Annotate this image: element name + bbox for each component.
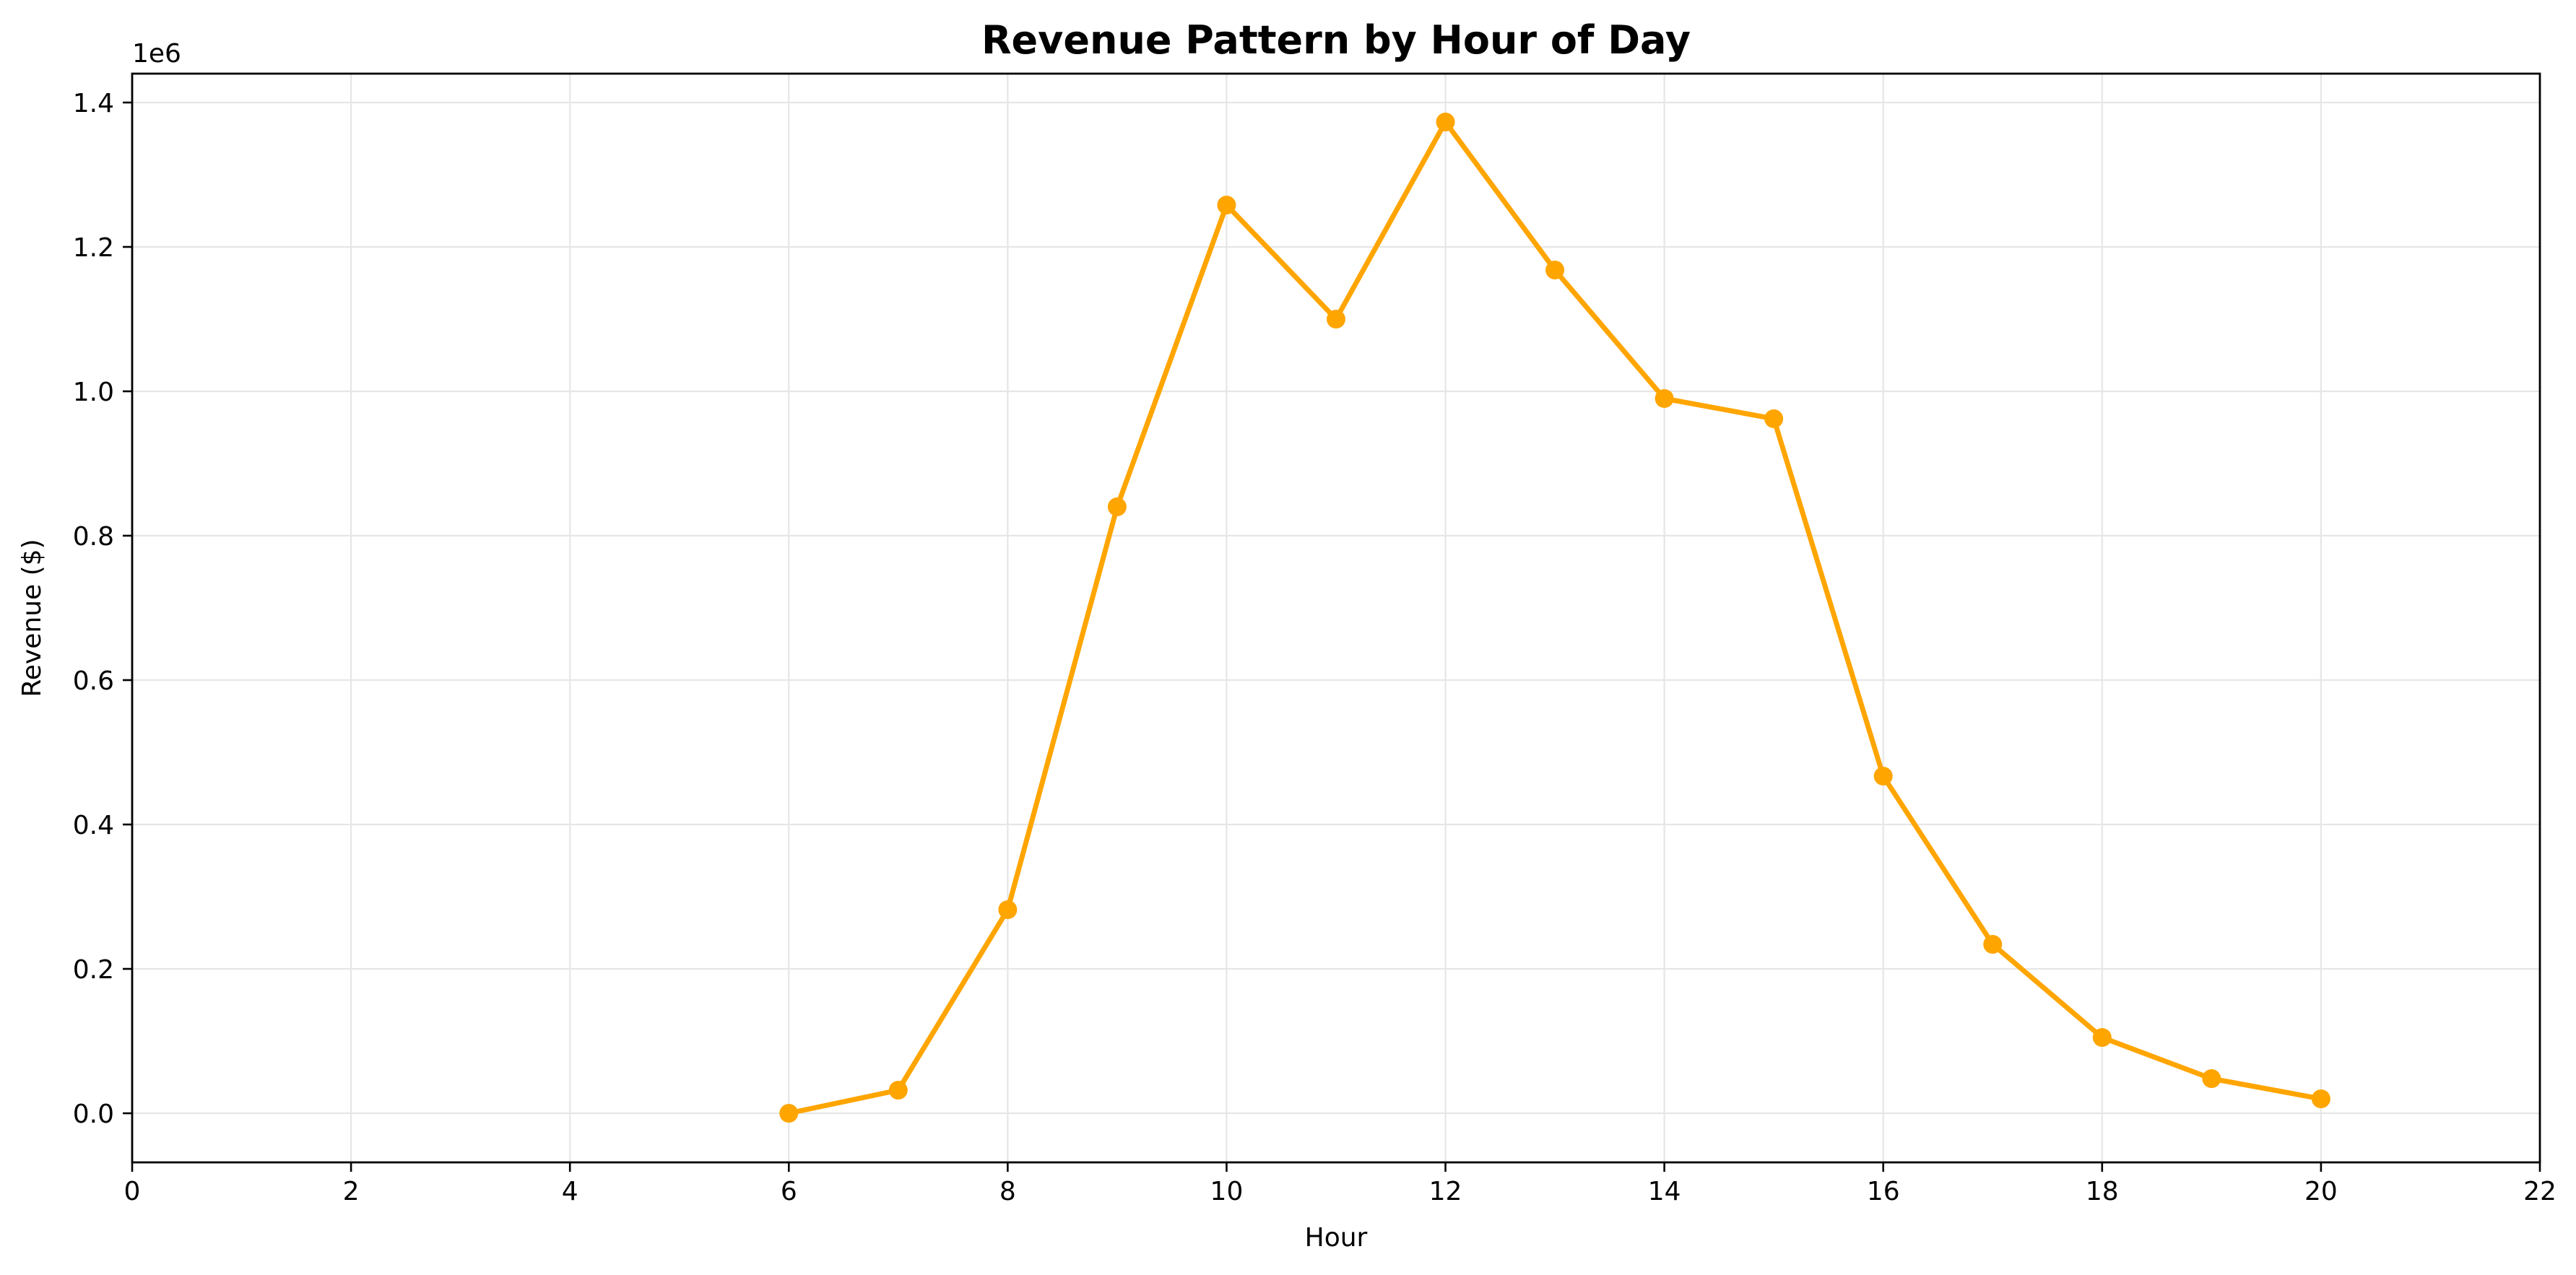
x-tick-label: 16: [1867, 1177, 1900, 1206]
data-point: [998, 900, 1018, 919]
data-point: [1655, 389, 1674, 408]
y-tick-label: 0.8: [73, 522, 114, 552]
chart-title: Revenue Pattern by Hour of Day: [981, 17, 1691, 63]
y-tick-label: 0.0: [73, 1100, 114, 1129]
y-axis-label: Revenue ($): [17, 539, 47, 697]
data-point: [1545, 261, 1565, 279]
x-tick-label: 10: [1210, 1177, 1244, 1206]
x-tick-label: 14: [1648, 1177, 1681, 1206]
y-tick-label: 1.2: [73, 233, 114, 263]
y-tick-label: 1.0: [73, 378, 114, 407]
data-point: [1436, 113, 1455, 131]
y-tick-label: 0.4: [73, 811, 114, 840]
y-tick-label: 1.4: [73, 89, 114, 118]
data-point: [2311, 1089, 2330, 1108]
data-point: [2092, 1028, 2112, 1047]
x-tick-label: 0: [124, 1177, 141, 1206]
x-tick-label: 6: [781, 1177, 797, 1206]
data-point: [779, 1104, 799, 1123]
x-tick-label: 4: [562, 1177, 578, 1206]
x-tick-label: 18: [2086, 1177, 2119, 1206]
x-tick-label: 22: [2523, 1177, 2557, 1206]
x-tick-label: 12: [1429, 1177, 1462, 1206]
y-tick-label: 0.2: [73, 955, 114, 985]
x-tick-label: 8: [999, 1177, 1016, 1206]
x-tick-label: 20: [2304, 1177, 2338, 1206]
data-point: [1327, 310, 1345, 328]
y-axis-ticks: 0.0 0.2 0.4 0.6 0.8 1.0 1.2 1.4: [73, 89, 132, 1129]
data-point: [1107, 497, 1127, 516]
grid-lines: [132, 74, 2540, 1162]
data-point: [1983, 935, 2003, 954]
series-markers: [779, 113, 2330, 1123]
x-axis-ticks: 0 2 4 6 8 10 12 14 16 18 20 22: [124, 1162, 2557, 1206]
plot-frame: [131, 72, 2541, 1164]
x-axis-label: Hour: [1305, 1223, 1368, 1253]
x-tick-label: 2: [343, 1177, 360, 1206]
y-tick-label: 0.6: [73, 666, 114, 696]
data-point: [1764, 409, 1784, 428]
data-point: [1873, 767, 1893, 786]
data-point: [888, 1081, 908, 1100]
data-point: [2202, 1069, 2221, 1088]
data-point: [1217, 196, 1236, 214]
y-axis-offset-label: 1e6: [132, 39, 181, 69]
